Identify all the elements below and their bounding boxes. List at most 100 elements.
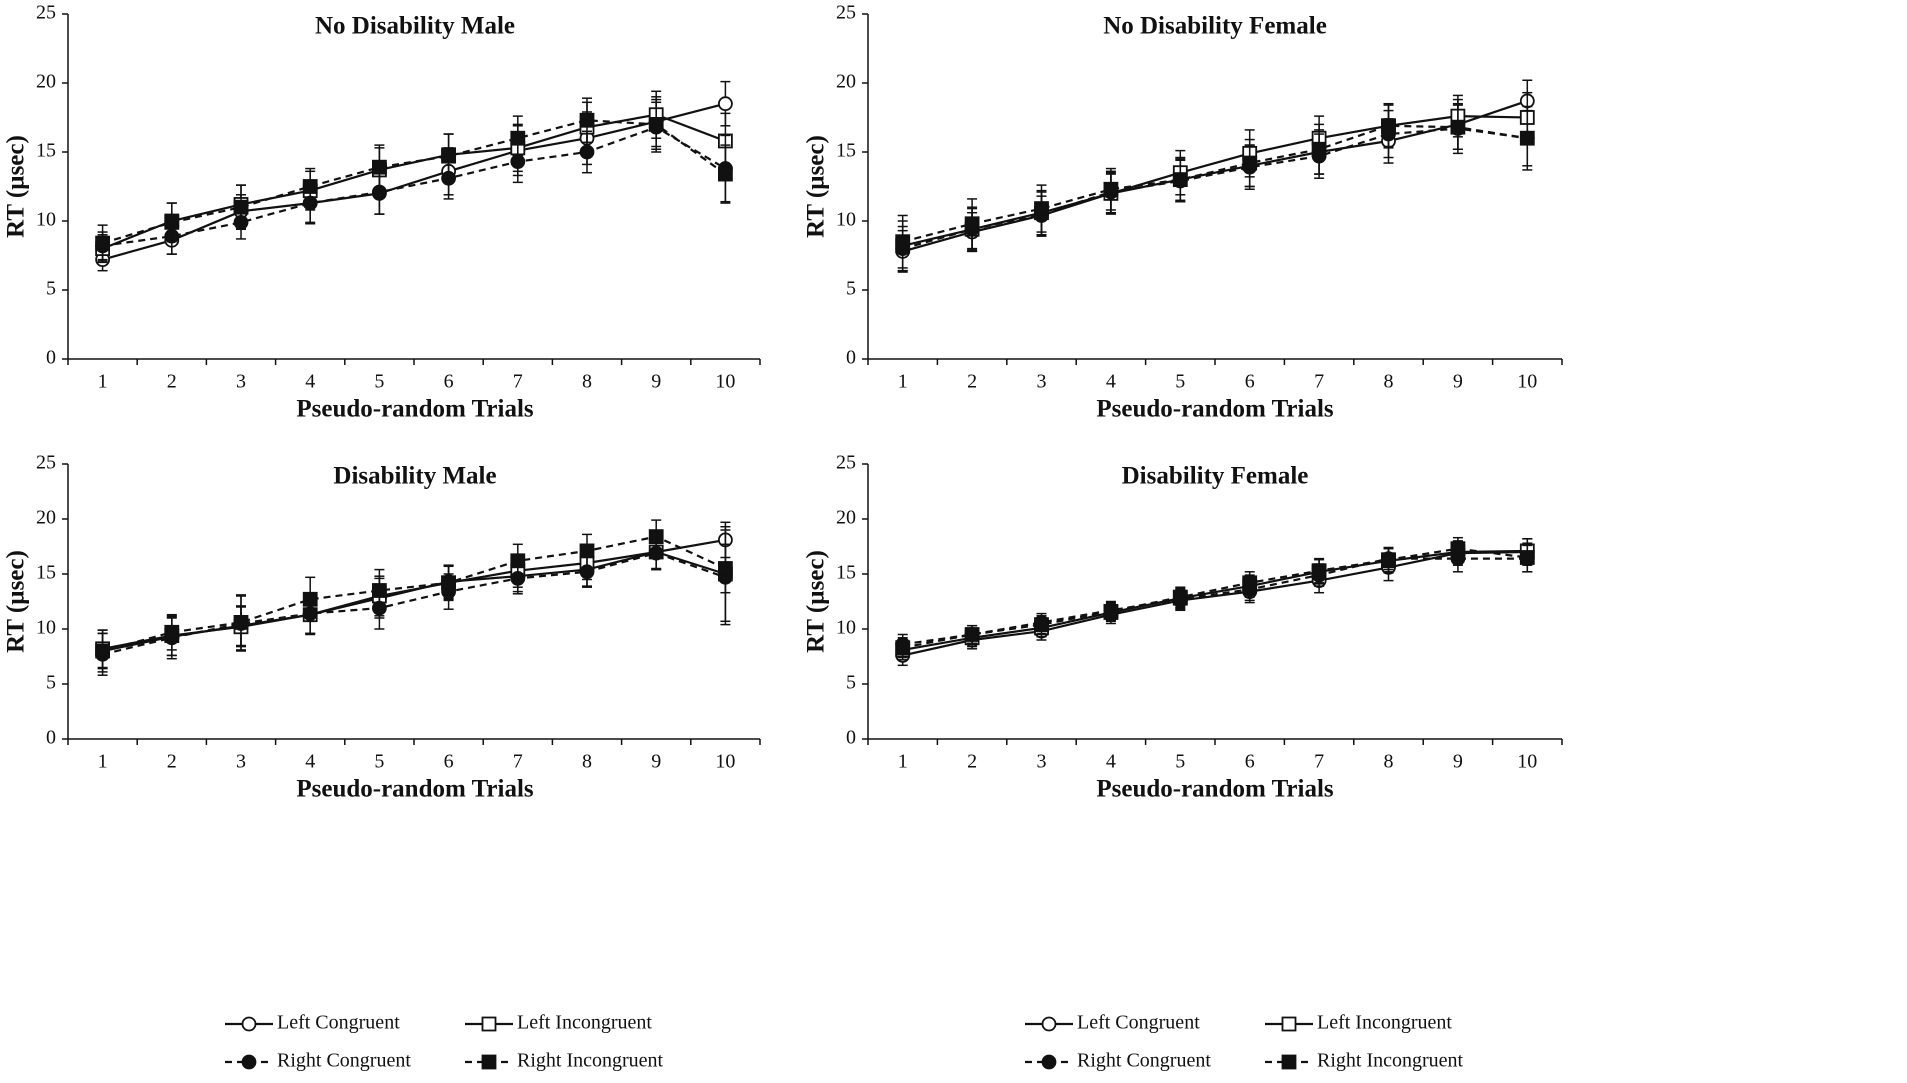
x-tick-label: 2: [967, 371, 977, 393]
series-line: [902, 550, 1528, 657]
x-tick-label: 5: [1175, 751, 1185, 773]
chart-panel-4: Disability Female 0 5 10 15 20 25 1 2 3 4 5 6 7 8 9 10 Ps…: [803, 452, 1563, 803]
series-line: [102, 535, 726, 653]
series-left-incongruent: [895, 91, 1535, 272]
x-tick-label: 7: [1314, 751, 1324, 773]
y-tick-label: 5: [846, 278, 856, 300]
data-point: [302, 179, 318, 194]
legend-marker: [481, 1016, 497, 1032]
x-tick-label: 6: [444, 371, 454, 393]
x-tick-label: 10: [1517, 751, 1537, 773]
x-tick-label: 10: [1517, 371, 1537, 393]
legend-item-right-congruent: Right Congruent: [1025, 1050, 1211, 1072]
y-tick-label: 5: [846, 672, 856, 694]
y-tick-label: 20: [36, 507, 56, 529]
series-line: [102, 551, 726, 656]
legend-item-right-incongruent: Right Incongruent: [1265, 1050, 1464, 1072]
legend-marker: [1281, 1054, 1297, 1070]
series-line: [102, 102, 726, 261]
legend-label: Right Incongruent: [517, 1050, 664, 1072]
data-point: [579, 543, 595, 559]
legend-label: Right Congruent: [1077, 1050, 1211, 1072]
x-tick-label: 1: [898, 751, 908, 773]
legend-label: Left Congruent: [277, 1012, 400, 1034]
x-tick-label: 8: [582, 751, 592, 773]
x-tick-label: 6: [1245, 371, 1255, 393]
data-point: [164, 214, 180, 230]
chart-title: No Disability Male: [315, 13, 515, 40]
legend-marker: [1041, 1016, 1057, 1032]
series-left-incongruent: [95, 525, 733, 669]
y-tick-label: 15: [836, 562, 856, 584]
y-tick-label: 10: [836, 617, 856, 639]
data-point: [1311, 141, 1327, 157]
y-axis-title: RT (µsec): [803, 550, 830, 653]
legend-2: Left Congruent Left Incongruent Right Cong…: [1025, 1012, 1464, 1072]
y-tick-label: 0: [46, 727, 56, 749]
series-right-incongruent: [95, 519, 733, 673]
legend-1: Left Congruent Left Incongruent Right Cong…: [225, 1012, 664, 1072]
y-tick-label: 15: [36, 140, 56, 162]
x-tick-label: 4: [305, 751, 315, 773]
y-tick-label: 25: [36, 452, 56, 474]
series-left-congruent: [95, 521, 733, 670]
y-tick-label: 20: [836, 71, 856, 93]
data-point: [1381, 118, 1396, 134]
series-line: [102, 125, 726, 247]
x-tick-label: 3: [1037, 371, 1047, 393]
data-point: [1381, 552, 1396, 568]
y-tick-label: 15: [836, 140, 856, 162]
legend-marker: [241, 1054, 257, 1070]
data-point: [579, 112, 595, 128]
chart-panel-1: No Disability Male 0 5 10 15 20 25 1 2 3 4 5 6 7 8 9 10 P…: [3, 2, 761, 423]
data-point: [1034, 617, 1049, 632]
series-line: [902, 547, 1528, 649]
x-tick-label: 5: [374, 751, 384, 773]
x-tick-label: 3: [236, 371, 246, 393]
x-tick-label: 4: [1106, 751, 1116, 773]
x-tick-label: 2: [967, 751, 977, 773]
data-point: [1242, 155, 1258, 171]
data-point: [510, 553, 526, 569]
x-tick-label: 9: [1453, 751, 1463, 773]
chart-panel-2: No Disability Female 0 5 10 15 20 25 1 2 3 4 5 6 7 8 9 1…: [803, 2, 1563, 423]
data-point: [1034, 201, 1049, 216]
x-tick-label: 8: [1384, 751, 1394, 773]
legend-marker: [241, 1016, 257, 1032]
data-point: [1103, 604, 1119, 619]
legend-item-left-congruent: Left Congruent: [225, 1012, 400, 1034]
legends: Left Congruent Left Incongruent Right Cong…: [225, 1012, 1464, 1072]
y-axis-title: RT (µsec): [3, 550, 30, 653]
legend-item-left-incongruent: Left Incongruent: [465, 1012, 652, 1034]
x-axis-title: Pseudo-random Trials: [296, 776, 534, 803]
x-tick-label: 3: [236, 751, 246, 773]
data-point: [441, 148, 457, 164]
data-point: [164, 624, 180, 640]
series-line: [102, 550, 726, 650]
data-point: [371, 159, 387, 175]
chart-title: No Disability Female: [1103, 13, 1327, 40]
legend-label: Right Congruent: [277, 1050, 411, 1072]
y-tick-label: 10: [36, 617, 56, 639]
x-axis-title: Pseudo-random Trials: [1096, 776, 1334, 803]
data-point: [1519, 130, 1535, 146]
chart-panel-3: Disability Male 0 5 10 15 20 25 1 2 3 4 5 6 7 8 9 10 Pseu…: [3, 452, 761, 803]
data-point: [1242, 575, 1258, 591]
y-tick-label: 10: [836, 209, 856, 231]
y-axis-title: RT (µsec): [3, 135, 30, 238]
y-tick-label: 20: [36, 71, 56, 93]
x-tick-label: 3: [1037, 751, 1047, 773]
data-point: [95, 643, 110, 659]
data-point: [1103, 181, 1119, 197]
x-tick-label: 1: [898, 371, 908, 393]
data-point: [441, 575, 457, 591]
data-point: [964, 216, 980, 232]
data-point: [233, 199, 249, 215]
data-point: [233, 615, 249, 630]
y-axis-title: RT (µsec): [803, 135, 830, 238]
legend-label: Left Incongruent: [1317, 1012, 1452, 1034]
series-right-congruent: [95, 529, 733, 676]
data-point: [1450, 541, 1466, 557]
x-tick-label: 10: [715, 371, 735, 393]
